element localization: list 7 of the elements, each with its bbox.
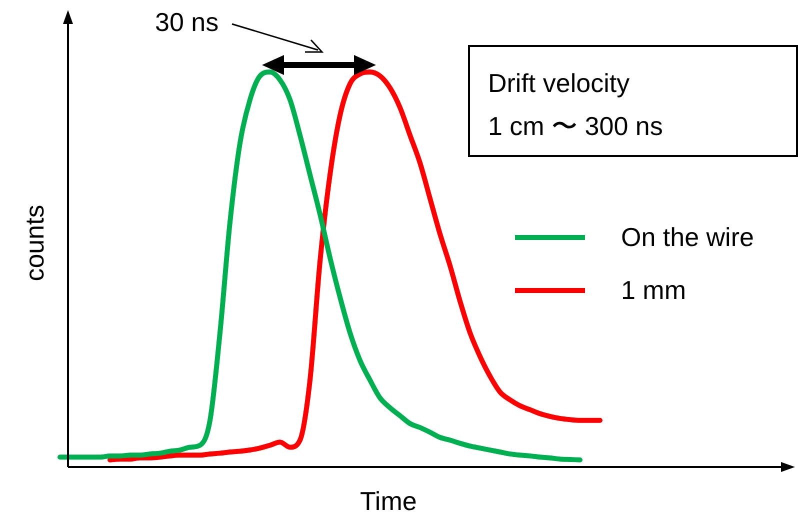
legend-label: 1 mm [621, 275, 686, 306]
x-axis-title: Time [360, 486, 417, 516]
annotation: 1 cm 〜 300 ns [488, 111, 663, 141]
text: 30 ns [155, 7, 219, 37]
legend-label: On the wire [621, 222, 754, 253]
annotation: Drift velocity [488, 68, 630, 98]
y-axis-title: counts [19, 204, 50, 282]
